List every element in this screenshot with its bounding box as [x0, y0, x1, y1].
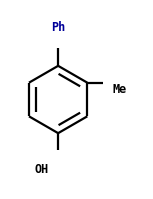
Text: Ph: Ph: [51, 21, 65, 34]
Text: OH: OH: [35, 163, 49, 176]
Text: Me: Me: [112, 83, 127, 96]
